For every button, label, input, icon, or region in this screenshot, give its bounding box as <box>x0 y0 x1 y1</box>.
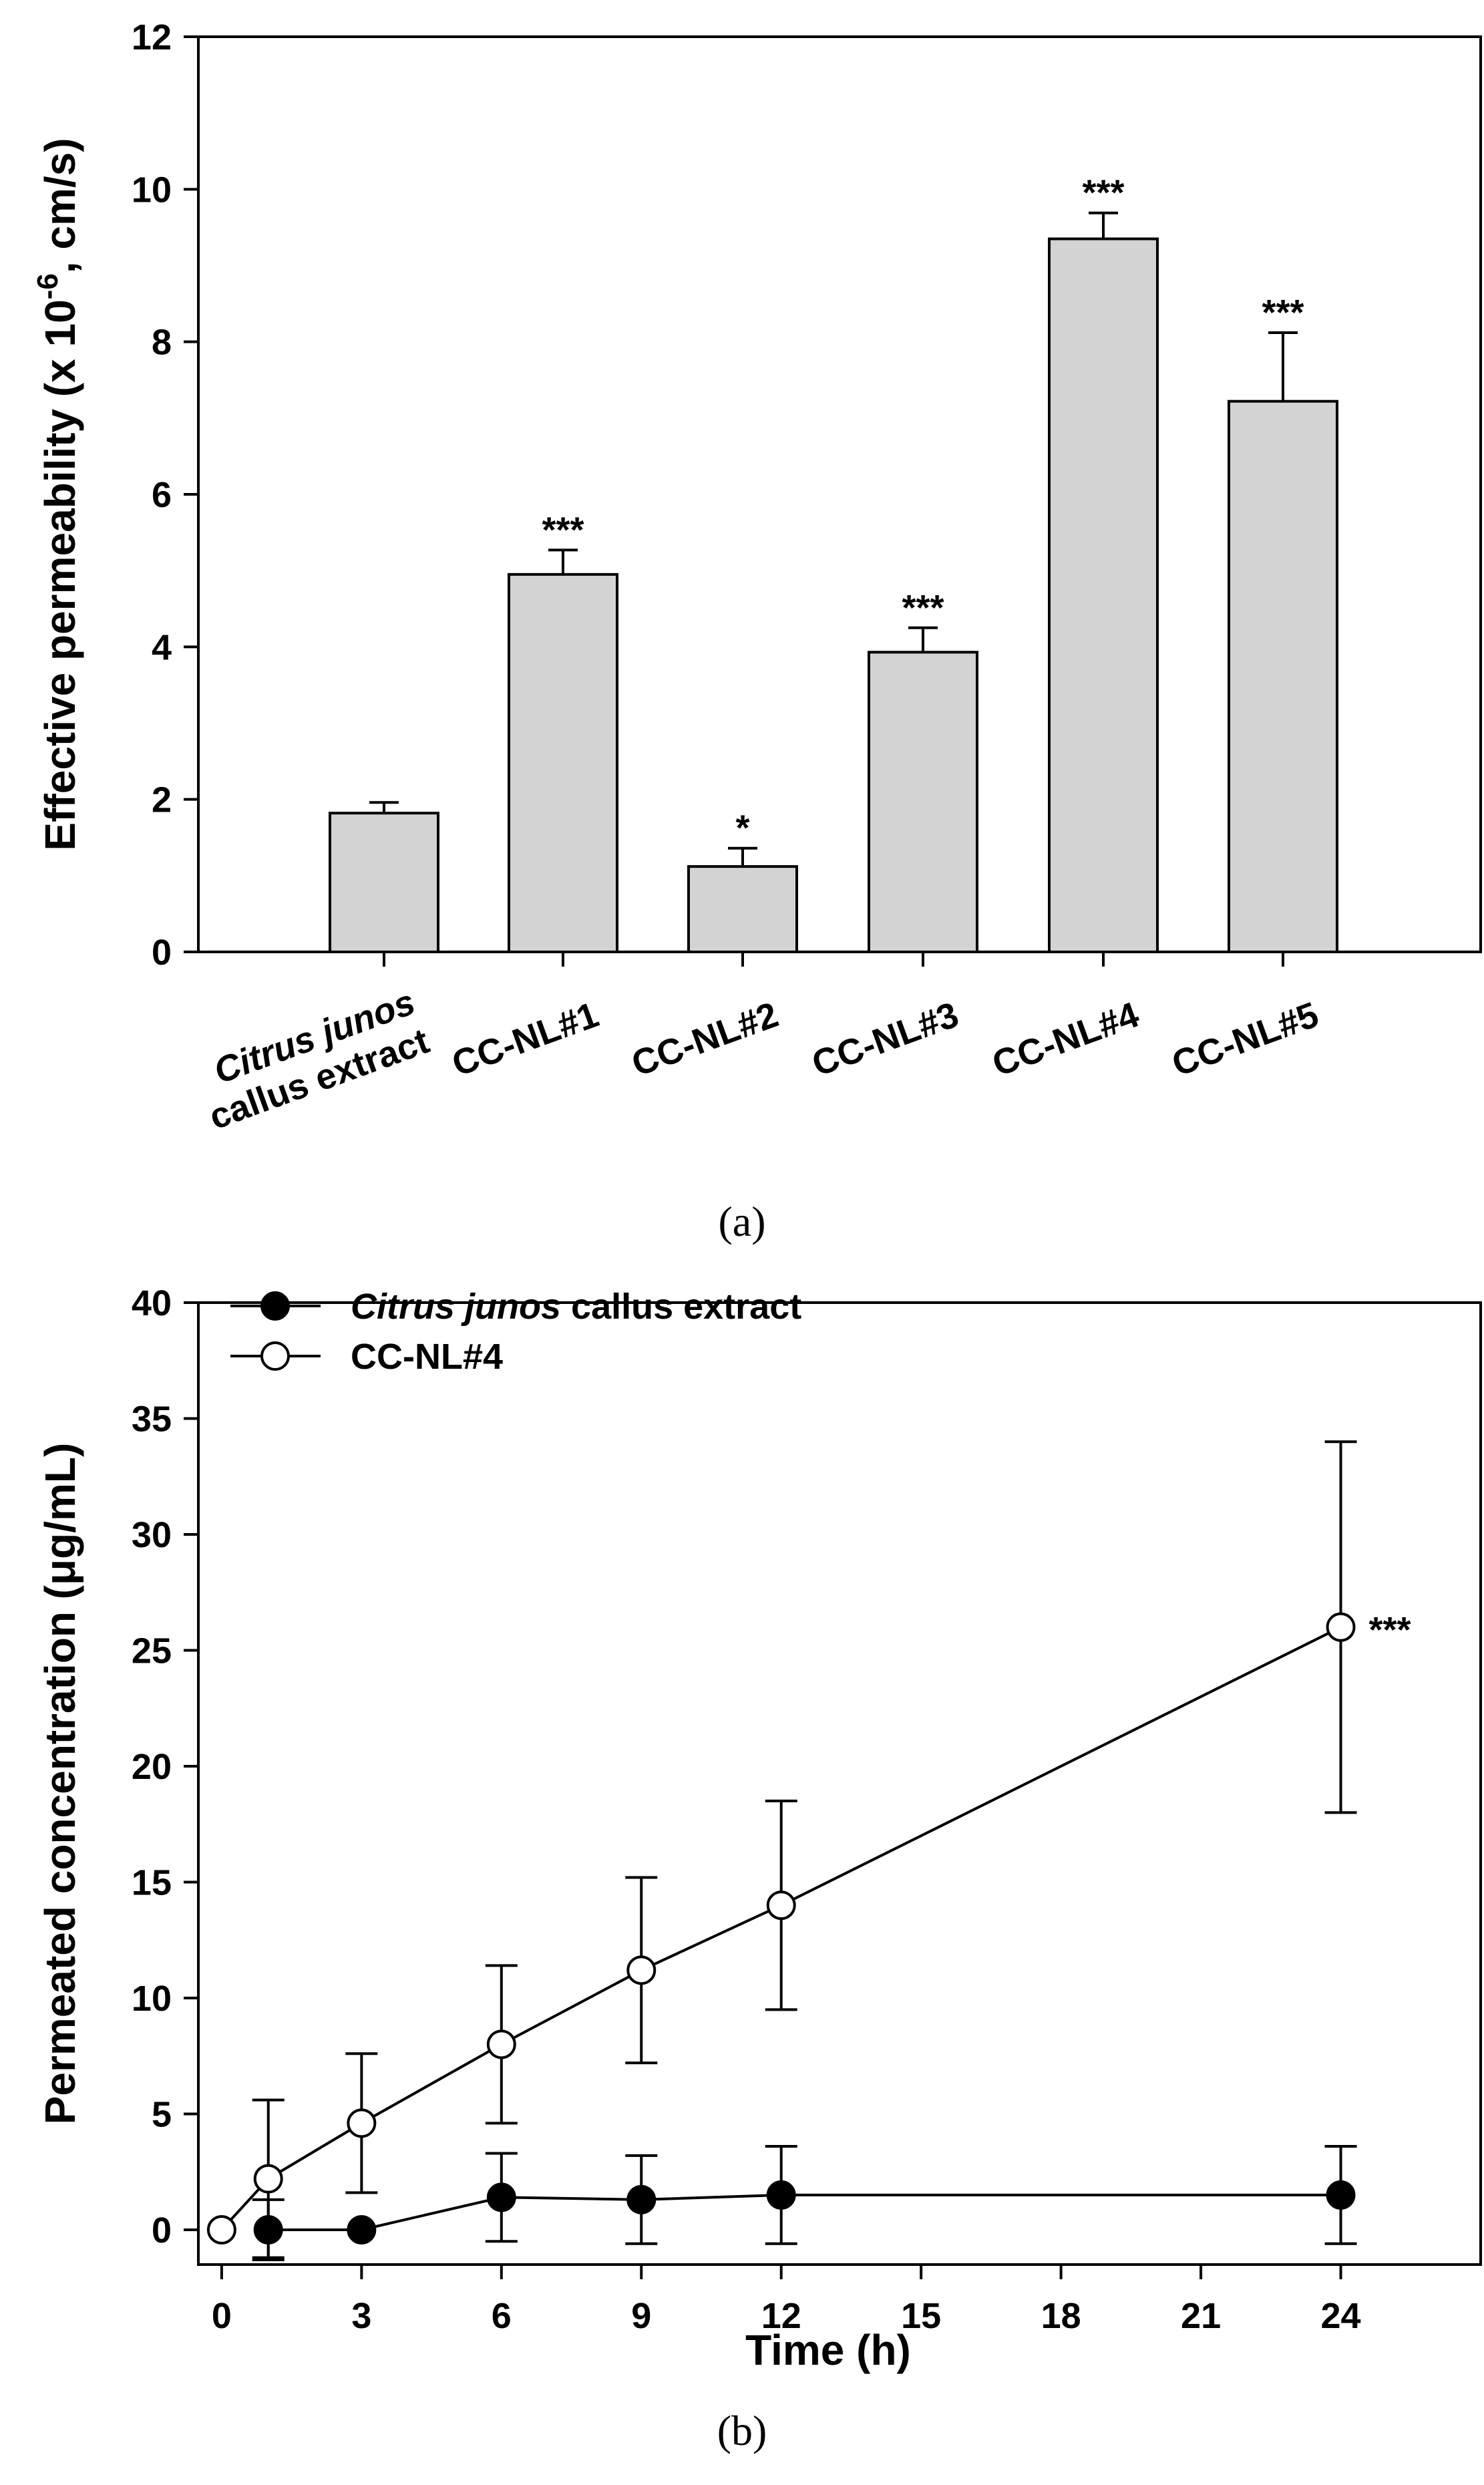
bar <box>868 651 978 953</box>
bar <box>329 812 439 954</box>
y-axis-title-b: Permeated concentration (μg/mL) <box>36 1443 84 2125</box>
line-chart-panel-b: 0 5 10 15 20 25 30 35 40 0 3 6 9 12 15 18 21 24 Time (h)… <box>36 1283 1482 2454</box>
x-axis-ticks-b: 0 3 6 9 12 15 18 21 24 <box>212 2265 1361 2336</box>
x-axis-title-b: Time (h) <box>745 2326 911 2374</box>
data-point <box>1326 1612 1356 1642</box>
x-tick-label-b: 21 <box>1181 2296 1221 2336</box>
data-point <box>486 2182 516 2212</box>
y-tick-label-b: 10 <box>132 1979 172 2019</box>
x-axis-ticks-a <box>383 952 1284 967</box>
data-point <box>253 2214 283 2245</box>
y-tick-label-b: 5 <box>152 2094 172 2134</box>
data-point <box>766 1890 796 1921</box>
y-axis-title-a-main: Effective permeability (x 10 <box>36 299 84 850</box>
data-point <box>486 2029 516 2059</box>
data-point <box>626 1955 657 1985</box>
category-label-text: CC-NL#1 <box>447 995 604 1084</box>
category-label: CC-NL#3 <box>807 995 964 1084</box>
x-tick-label-b: 3 <box>351 2296 371 2336</box>
significance-annotation-b: *** <box>1369 1610 1411 1650</box>
y-axis-ticks-b: 0 5 10 15 20 25 30 35 40 <box>132 1283 198 2251</box>
data-point <box>766 2180 796 2210</box>
legend-label-callus-italic: Citrus junos <box>351 1287 561 1327</box>
x-tick-label-b: 6 <box>492 2296 512 2336</box>
bar-error-bars <box>369 211 1298 867</box>
significance-marker: *** <box>1262 293 1304 333</box>
category-label-text: CC-NL#4 <box>987 995 1144 1084</box>
bar-series <box>329 237 1338 954</box>
series-line <box>268 2193 1341 2231</box>
y-axis-title-a: Effective permeability (x 10-6, cm/s) <box>31 138 84 850</box>
data-point <box>253 2164 283 2194</box>
bar <box>687 865 798 953</box>
data-point <box>626 2184 657 2214</box>
legend-label-callus-name: callus extract <box>571 1287 801 1327</box>
x-tick-label-b: 9 <box>631 2296 651 2336</box>
category-label: CC-NL#4 <box>987 995 1144 1084</box>
y-tick-label-b: 0 <box>152 2210 172 2251</box>
bar <box>1228 399 1338 953</box>
y-tick-label-a: 4 <box>152 627 172 667</box>
y-tick-label-a: 0 <box>152 933 172 973</box>
x-tick-label-b: 18 <box>1041 2296 1081 2336</box>
x-tick-label-b: 24 <box>1321 2296 1361 2336</box>
y-tick-label-b: 40 <box>132 1283 172 1323</box>
y-tick-label-a: 12 <box>132 17 172 57</box>
category-label-text: CC-NL#5 <box>1167 995 1324 1084</box>
legend: Citrus junos callus extract CC-NL#4 <box>230 1287 801 1377</box>
significance-marker: *** <box>1082 173 1124 213</box>
y-tick-label-b: 35 <box>132 1399 172 1439</box>
bar <box>1048 237 1159 954</box>
y-tick-label-b: 25 <box>132 1631 172 1671</box>
category-label-text: CC-NL#3 <box>807 995 964 1084</box>
data-point <box>347 2108 377 2138</box>
legend-marker-ccnl4 <box>260 1341 290 1371</box>
y-tick-label-b: 20 <box>132 1747 172 1787</box>
significance-marker: *** <box>542 510 584 550</box>
y-axis-title-a-suffix: , cm/s) <box>36 138 84 273</box>
bar <box>508 572 618 953</box>
significance-markers: ************* <box>542 173 1304 848</box>
data-point <box>1326 2180 1356 2210</box>
data-point <box>347 2214 377 2245</box>
category-label: CC-NL#5 <box>1167 995 1324 1084</box>
x-tick-label-b: 15 <box>901 2296 941 2336</box>
x-tick-label-b: 12 <box>761 2296 801 2336</box>
legend-label-ccnl4: CC-NL#4 <box>351 1337 503 1377</box>
panel-label-a: (a) <box>718 1198 765 1245</box>
y-axis-ticks-a: 0 2 4 6 8 10 12 <box>132 17 198 973</box>
y-tick-label-a: 6 <box>152 475 172 515</box>
plot-frame-b <box>197 1301 1482 2266</box>
y-tick-label-a: 2 <box>152 780 172 820</box>
y-tick-label-a: 8 <box>152 323 172 363</box>
category-label-text: CC-NL#2 <box>626 995 783 1084</box>
category-label: CC-NL#2 <box>626 995 783 1084</box>
category-label: CC-NL#1 <box>447 995 604 1084</box>
data-point <box>206 2214 236 2245</box>
y-tick-label-b: 15 <box>132 1862 172 1902</box>
line-error-bars <box>252 1440 1357 2262</box>
x-tick-label-b: 0 <box>212 2296 232 2336</box>
y-tick-label-b: 30 <box>132 1515 172 1555</box>
legend-label-callus-rest <box>561 1287 571 1327</box>
significance-marker: * <box>735 808 749 848</box>
series-markers <box>206 1612 1356 2245</box>
panel-label-b: (b) <box>717 2407 767 2454</box>
y-axis-title-a-sup: -6 <box>31 273 64 299</box>
legend-label-callus: Citrus junos callus extract <box>351 1287 801 1327</box>
legend-marker-callus <box>260 1291 290 1321</box>
significance-marker: *** <box>902 588 944 628</box>
y-tick-label-a: 10 <box>132 170 172 210</box>
